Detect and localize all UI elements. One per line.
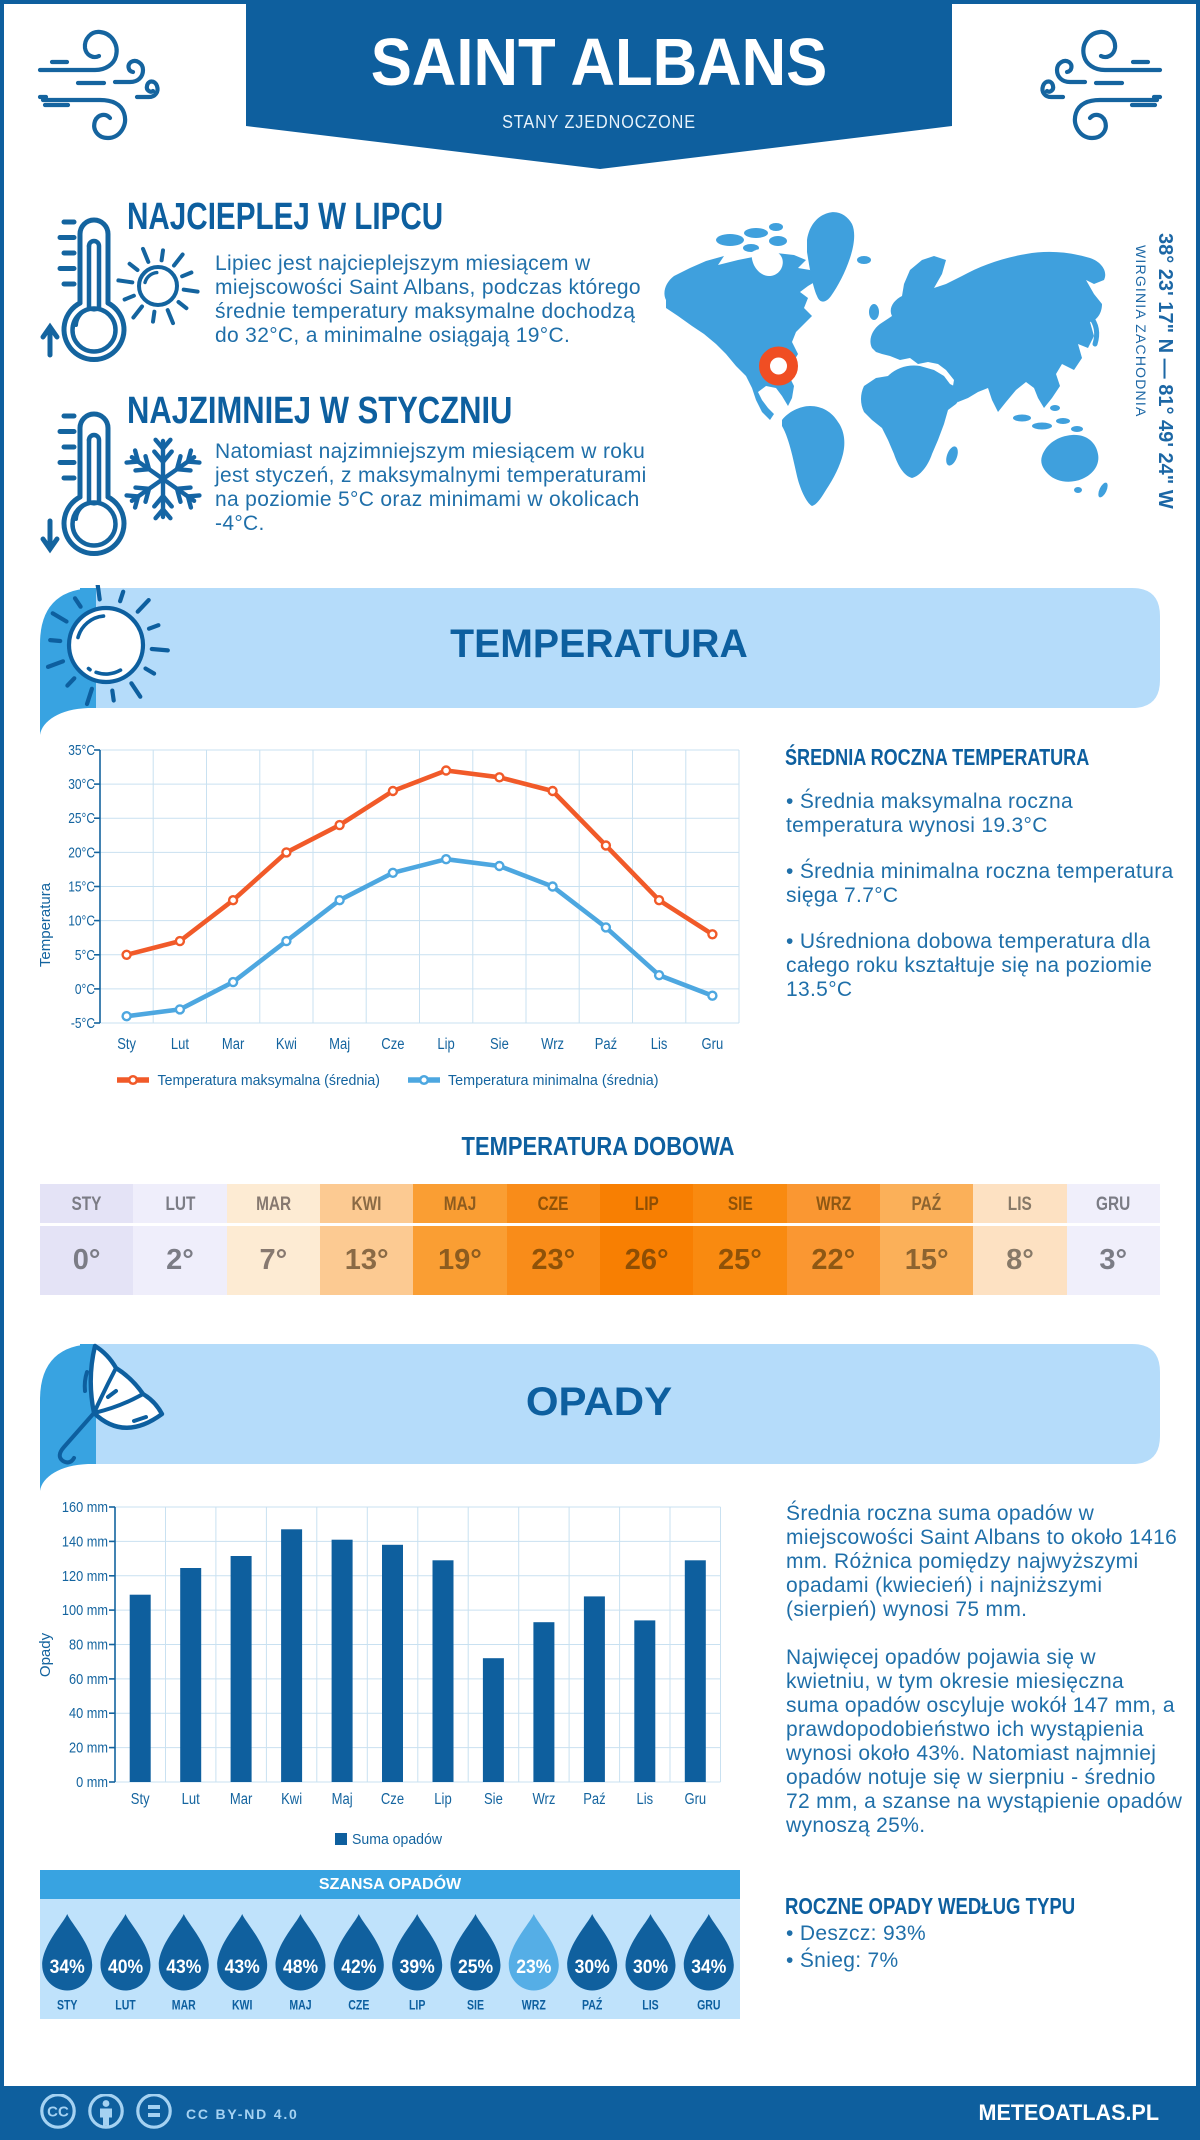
svg-text:LIS: LIS: [642, 1998, 658, 2013]
svg-text:30%: 30%: [575, 1956, 610, 1978]
svg-text:23%: 23%: [516, 1956, 551, 1978]
svg-text:CZE: CZE: [348, 1998, 369, 2013]
svg-text:15°C: 15°C: [68, 879, 95, 896]
svg-text:30°C: 30°C: [68, 776, 95, 793]
svg-text:35°C: 35°C: [68, 742, 95, 759]
svg-text:34%: 34%: [50, 1956, 85, 1978]
svg-text:CC: CC: [47, 2104, 69, 2121]
svg-text:GRU: GRU: [697, 1998, 720, 2013]
svg-text:Lut: Lut: [171, 1036, 190, 1053]
svg-text:Suma opadów: Suma opadów: [352, 1831, 442, 1848]
svg-text:Paź: Paź: [583, 1791, 605, 1808]
svg-text:48%: 48%: [283, 1956, 318, 1978]
svg-text:Temperatura minimalna (średnia: Temperatura minimalna (średnia): [448, 1072, 659, 1089]
svg-text:Kwi: Kwi: [276, 1036, 297, 1053]
svg-text:25%: 25%: [458, 1956, 493, 1978]
svg-text:20 mm: 20 mm: [69, 1740, 108, 1757]
svg-text:Gru: Gru: [702, 1036, 724, 1053]
svg-text:30%: 30%: [633, 1956, 668, 1978]
svg-text:5°C: 5°C: [75, 947, 95, 964]
svg-text:Sie: Sie: [484, 1791, 503, 1808]
svg-text:120 mm: 120 mm: [62, 1568, 108, 1585]
svg-text:0°C: 0°C: [75, 981, 95, 998]
svg-text:10°C: 10°C: [68, 913, 95, 930]
svg-text:40%: 40%: [108, 1956, 143, 1978]
svg-text:Cze: Cze: [381, 1036, 404, 1053]
svg-text:34%: 34%: [691, 1956, 726, 1978]
svg-text:Kwi: Kwi: [281, 1791, 302, 1808]
svg-text:43%: 43%: [225, 1956, 260, 1978]
svg-text:Temperatura maksymalna (średni: Temperatura maksymalna (średnia): [158, 1072, 381, 1089]
svg-text:42%: 42%: [341, 1956, 376, 1978]
svg-text:KWI: KWI: [232, 1998, 253, 2013]
svg-text:25°C: 25°C: [68, 810, 95, 827]
svg-text:Sie: Sie: [490, 1036, 509, 1053]
svg-text:Mar: Mar: [222, 1036, 244, 1053]
svg-text:MAJ: MAJ: [289, 1998, 311, 2013]
svg-text:140 mm: 140 mm: [62, 1533, 108, 1550]
svg-text:LUT: LUT: [115, 1998, 136, 2013]
svg-text:PAŹ: PAŹ: [582, 1998, 602, 2013]
svg-text:Cze: Cze: [381, 1791, 404, 1808]
svg-text:WRZ: WRZ: [522, 1998, 546, 2013]
svg-text:Lis: Lis: [637, 1791, 654, 1808]
svg-text:Lip: Lip: [437, 1036, 454, 1053]
svg-text:Wrz: Wrz: [532, 1791, 555, 1808]
svg-text:STY: STY: [57, 1998, 77, 2013]
svg-text:43%: 43%: [166, 1956, 201, 1978]
svg-text:0 mm: 0 mm: [76, 1774, 108, 1791]
svg-text:Maj: Maj: [332, 1791, 353, 1808]
svg-text:100 mm: 100 mm: [62, 1602, 108, 1619]
svg-text:60 mm: 60 mm: [69, 1671, 108, 1688]
svg-text:Maj: Maj: [329, 1036, 350, 1053]
svg-text:Sty: Sty: [117, 1036, 136, 1053]
svg-text:Gru: Gru: [684, 1791, 706, 1808]
svg-text:20°C: 20°C: [68, 844, 95, 861]
svg-text:Sty: Sty: [131, 1791, 150, 1808]
svg-text:Wrz: Wrz: [541, 1036, 564, 1053]
svg-text:Lis: Lis: [651, 1036, 668, 1053]
svg-text:Paź: Paź: [595, 1036, 617, 1053]
svg-text:SIE: SIE: [467, 1998, 484, 2013]
svg-text:40 mm: 40 mm: [69, 1705, 108, 1722]
svg-text:80 mm: 80 mm: [69, 1637, 108, 1654]
svg-text:Temperatura: Temperatura: [37, 882, 54, 967]
svg-text:Lut: Lut: [182, 1791, 201, 1808]
svg-text:MAR: MAR: [172, 1998, 196, 2013]
svg-text:Opady: Opady: [37, 1632, 54, 1677]
svg-text:160 mm: 160 mm: [62, 1499, 108, 1516]
svg-text:LIP: LIP: [409, 1998, 425, 2013]
svg-text:-5°C: -5°C: [71, 1015, 95, 1032]
svg-text:Lip: Lip: [434, 1791, 451, 1808]
svg-text:39%: 39%: [400, 1956, 435, 1978]
svg-text:Mar: Mar: [230, 1791, 252, 1808]
